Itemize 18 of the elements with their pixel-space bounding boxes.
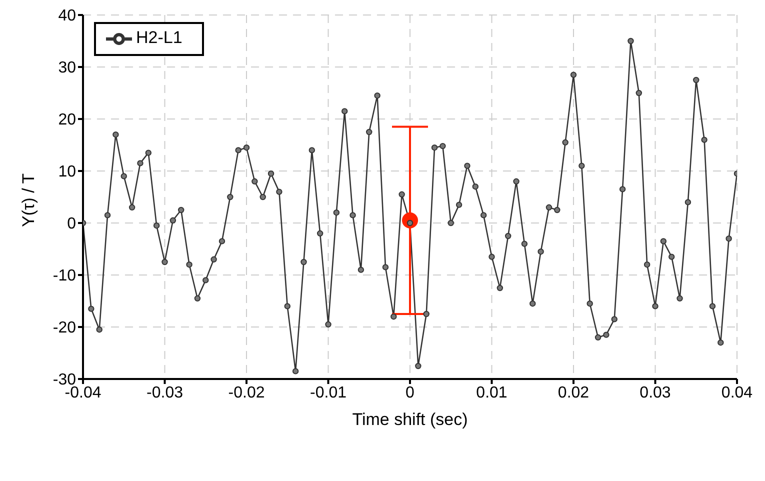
y-tick-label: 20 <box>58 112 76 129</box>
y-tick-label: 10 <box>58 164 76 181</box>
legend-label: H2-L1 <box>136 28 182 48</box>
x-tick-label: 0.04 <box>721 384 753 402</box>
x-tick-label: 0 <box>406 384 415 402</box>
y-axis-title: Y(τ) / T <box>19 173 38 227</box>
x-tick-label: -0.01 <box>310 384 347 402</box>
x-tick-label: 0.01 <box>476 384 508 402</box>
y-tick-label: 30 <box>58 60 76 77</box>
x-tick-label: 0.03 <box>640 384 671 402</box>
x-tick-label: -0.02 <box>228 384 265 402</box>
x-tick-label: 0.02 <box>558 384 590 402</box>
y-tick-label: 0 <box>67 216 76 233</box>
x-axis-title: Time shift (sec) <box>352 410 468 429</box>
x-tick-label: -0.03 <box>146 384 184 402</box>
y-tick-label: 40 <box>58 8 76 25</box>
y-tick-label: -10 <box>52 268 76 285</box>
y-tick-label: -20 <box>52 320 76 337</box>
